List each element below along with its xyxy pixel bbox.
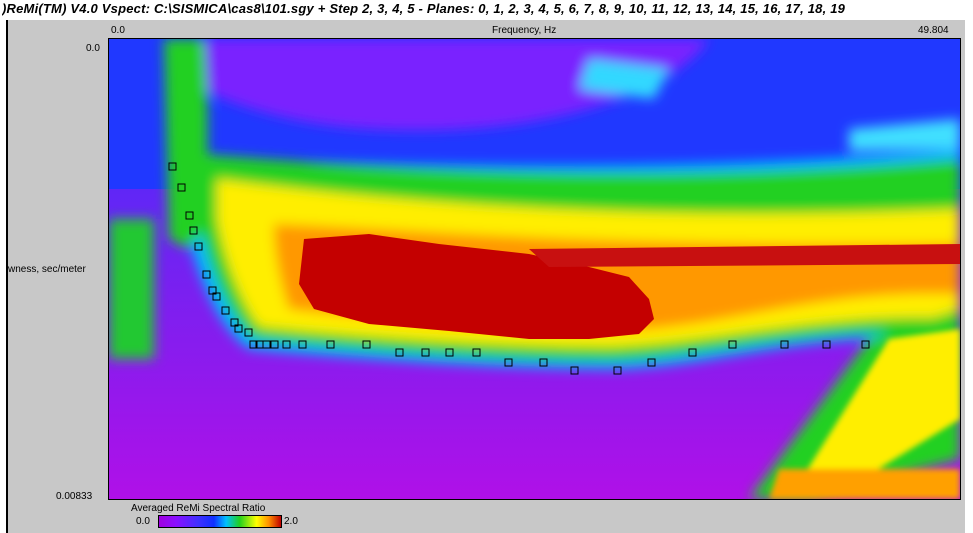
pick-marker[interactable] <box>362 340 371 349</box>
pick-marker[interactable] <box>445 348 454 357</box>
pick-marker[interactable] <box>395 348 404 357</box>
pick-marker[interactable] <box>570 366 579 375</box>
y-axis-min: 0.0 <box>86 43 100 54</box>
pick-marker[interactable] <box>688 348 697 357</box>
red-core <box>299 234 654 339</box>
y-axis-label: wness, sec/meter <box>8 264 86 275</box>
colorbar-min: 0.0 <box>136 516 150 527</box>
pick-marker[interactable] <box>539 358 548 367</box>
upper-cyan-blob <box>579 59 669 99</box>
left-green-strip <box>109 219 154 359</box>
x-axis-label: Frequency, Hz <box>492 25 557 36</box>
x-axis-min: 0.0 <box>111 25 125 36</box>
y-axis-max: 0.00833 <box>56 491 93 502</box>
pick-marker[interactable] <box>234 324 243 333</box>
pick-marker[interactable] <box>861 340 870 349</box>
pick-marker[interactable] <box>472 348 481 357</box>
pick-marker[interactable] <box>613 366 622 375</box>
pick-marker[interactable] <box>270 340 279 349</box>
pick-marker[interactable] <box>262 340 271 349</box>
window-title: )ReMi(TM) V4.0 Vspect: C:\SISMICA\cas8\1… <box>2 1 846 16</box>
pick-marker[interactable] <box>504 358 513 367</box>
pick-marker[interactable] <box>212 292 221 301</box>
pick-marker[interactable] <box>202 270 211 279</box>
bottom-right-orange <box>769 469 960 499</box>
upper-purple-lobe <box>179 39 709 131</box>
pick-marker[interactable] <box>421 348 430 357</box>
colorbar-title: Averaged ReMi Spectral Ratio <box>131 503 266 514</box>
dispersion-picks <box>168 162 870 375</box>
pick-marker[interactable] <box>185 211 194 220</box>
pick-marker[interactable] <box>647 358 656 367</box>
colorbar-scale <box>158 515 282 528</box>
pick-marker[interactable] <box>780 340 789 349</box>
slowness-frequency-plot[interactable] <box>109 39 960 499</box>
pick-marker[interactable] <box>177 183 186 192</box>
spectral-ratio-image[interactable] <box>108 38 961 500</box>
left-vertical-green <box>164 39 208 249</box>
right-cyan-band <box>849 119 960 151</box>
red-right-band <box>529 244 960 267</box>
pick-marker[interactable] <box>326 340 335 349</box>
pick-marker[interactable] <box>168 162 177 171</box>
right-diagonal-yellow <box>789 329 960 499</box>
pick-marker[interactable] <box>822 340 831 349</box>
pick-marker[interactable] <box>298 340 307 349</box>
pick-marker[interactable] <box>194 242 203 251</box>
pick-marker[interactable] <box>249 340 258 349</box>
x-axis-max: 49.804 <box>918 25 949 36</box>
pick-marker[interactable] <box>189 226 198 235</box>
pick-marker[interactable] <box>221 306 230 315</box>
pick-marker[interactable] <box>728 340 737 349</box>
colorbar-max: 2.0 <box>284 516 298 527</box>
pick-marker[interactable] <box>282 340 291 349</box>
pick-marker[interactable] <box>244 328 253 337</box>
